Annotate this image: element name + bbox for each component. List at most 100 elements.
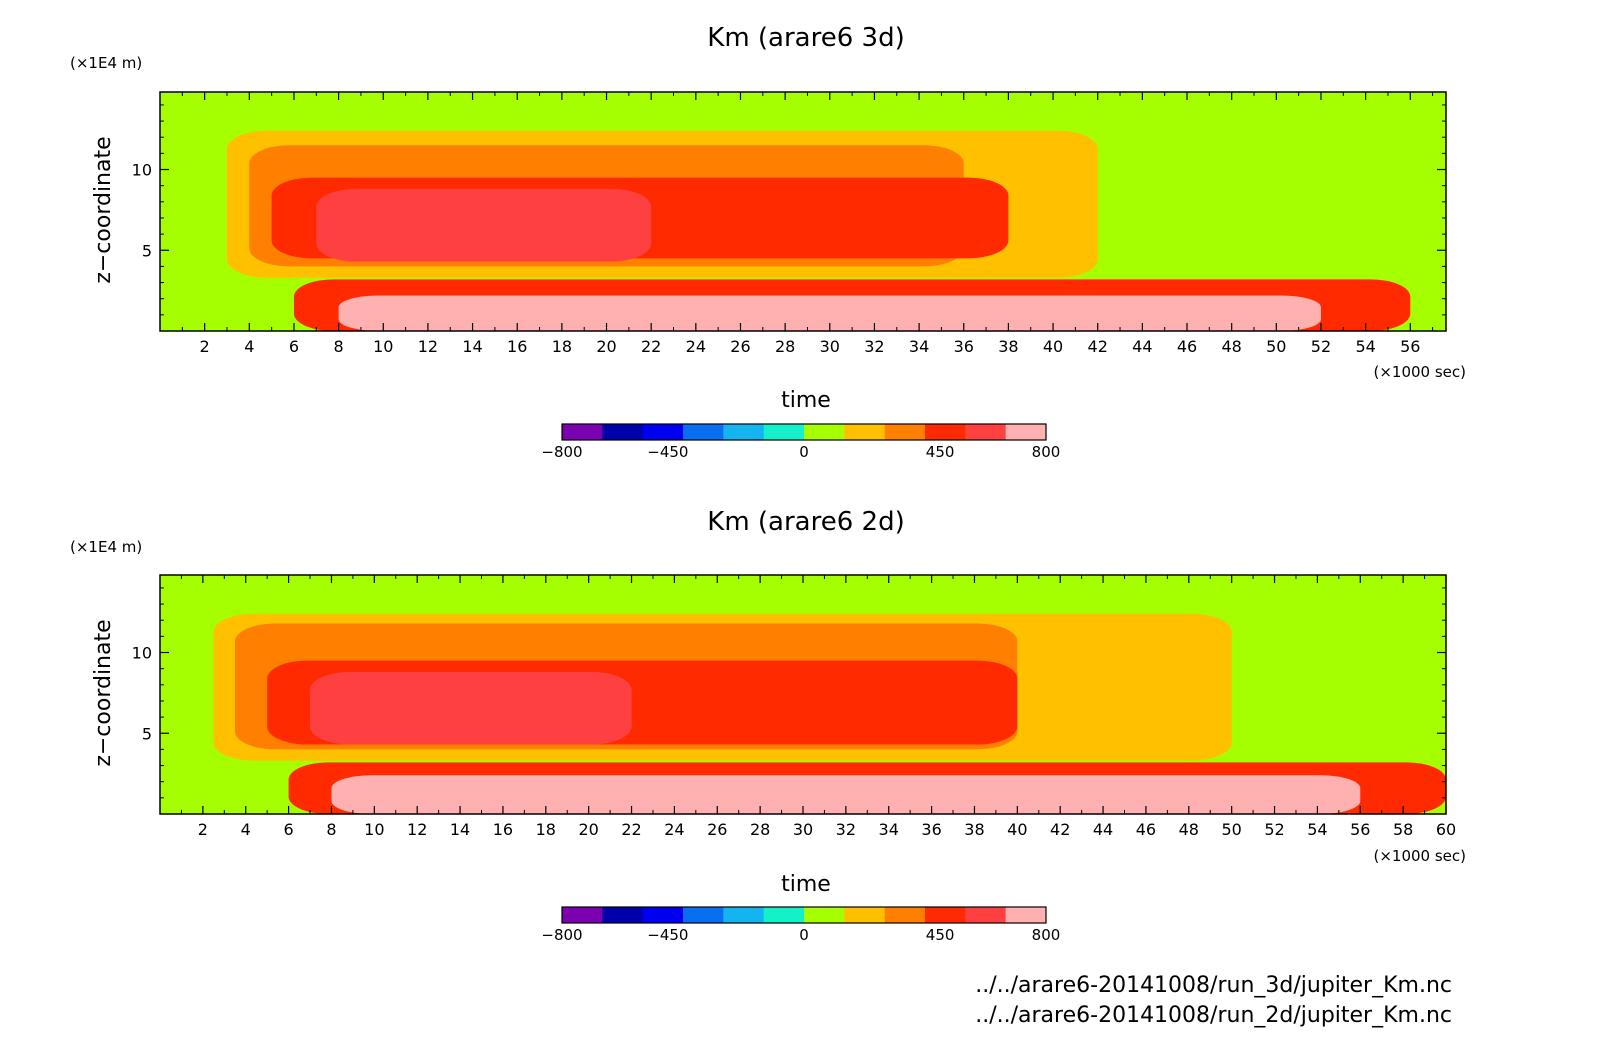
x-unit-label-2d: (×1000 sec)	[1373, 847, 1466, 865]
colorbar-label: 450	[926, 926, 955, 944]
contour-region-3	[310, 671, 632, 745]
x-tick-label: 20	[578, 820, 598, 839]
colorbar-swatch	[884, 424, 926, 440]
y-tick-label: 5	[142, 241, 152, 260]
x-tick-label: 30	[820, 337, 840, 356]
chart-title-2d: Km (arare6 2d)	[707, 507, 904, 537]
x-tick-label: 4	[244, 337, 254, 356]
x-tick-label: 10	[364, 820, 384, 839]
x-tick-label: 36	[954, 337, 974, 356]
colorbar-swatch	[965, 424, 1007, 440]
y-tick-label: 10	[132, 644, 152, 663]
x-tick-label: 60	[1436, 820, 1456, 839]
x-tick-label: 22	[641, 337, 661, 356]
x-tick-label: 8	[326, 820, 336, 839]
x-tick-label: 44	[1093, 820, 1113, 839]
panel-2d: Km (arare6 2d) (×1E4 m) 2 4 6 8 10 12 14 16 18 20…	[70, 507, 1466, 944]
x-tick-label: 22	[621, 820, 641, 839]
panel-3d: Km (arare6 3d) (×1E4 m) 2 4 6 8 10 12 14 16 18 20…	[70, 23, 1466, 461]
x-tick-label: 28	[775, 337, 795, 356]
x-tick-label: 26	[707, 820, 727, 839]
colorbar-3d: −800 −450 0 450 800	[541, 423, 1061, 461]
x-tick-label: 50	[1266, 337, 1286, 356]
colorbar-frame	[561, 423, 1047, 441]
x-tick-label: 4	[241, 820, 251, 839]
x-tick-label: 18	[552, 337, 572, 356]
x-tick-label: 56	[1400, 337, 1420, 356]
x-tick-label: 16	[507, 337, 527, 356]
colorbar-swatch	[642, 907, 684, 923]
x-tick-label: 54	[1307, 820, 1327, 839]
colorbar-swatch	[723, 907, 765, 923]
x-tick-label: 32	[864, 337, 884, 356]
colorbar-swatch	[683, 907, 724, 923]
x-tick-label: 40	[1007, 820, 1027, 839]
x-tick-label: 44	[1132, 337, 1152, 356]
colorbar-swatch	[1005, 907, 1047, 923]
footer-file-2d: ../../arare6-20141008/run_2d/jupiter_Km.…	[975, 1003, 1452, 1028]
x-tick-label: 34	[909, 337, 929, 356]
plot-area-2d: 2 4 6 8 10 12 14 16 18 20 22 24 26 28 30 32 34 36 38 40 42 44…	[132, 574, 1456, 839]
x-tick-label: 20	[596, 337, 616, 356]
x-tick-label: 38	[998, 337, 1018, 356]
colorbar-swatch	[804, 907, 845, 923]
x-unit-label-3d: (×1000 sec)	[1373, 363, 1466, 381]
y-unit-label-3d: (×1E4 m)	[70, 54, 142, 72]
x-tick-label: 14	[450, 820, 470, 839]
colorbar-swatch	[1005, 424, 1047, 440]
x-tick-label: 6	[289, 337, 299, 356]
colorbar-swatch	[884, 907, 926, 923]
colorbar-swatch	[642, 424, 684, 440]
colorbar-label: −450	[647, 443, 688, 461]
x-tick-label: 40	[1043, 337, 1063, 356]
x-tick-label: 48	[1221, 337, 1241, 356]
x-tick-label: 24	[664, 820, 684, 839]
x-axis-label-2d: time	[781, 872, 831, 897]
colorbar-swatch	[804, 424, 845, 440]
y-axis-label-2d: z−coordinate	[91, 619, 116, 766]
x-tick-label: 24	[686, 337, 706, 356]
plot-area-3d: 2 4 6 8 10 12 14 16 18 20 22 24 26 28 30 32 34 36 38 40 42 44…	[132, 91, 1447, 356]
colorbar-swatch	[562, 907, 603, 923]
contour-region-5	[338, 295, 1321, 331]
x-tick-label: 2	[200, 337, 210, 356]
colorbar-label: −800	[541, 443, 582, 461]
y-tick-label: 10	[132, 161, 152, 180]
x-tick-label: 2	[198, 820, 208, 839]
colorbar-swatch	[925, 907, 966, 923]
footer-file-3d: ../../arare6-20141008/run_3d/jupiter_Km.…	[975, 973, 1452, 998]
x-tick-label: 52	[1311, 337, 1331, 356]
y-tick-label: 5	[142, 724, 152, 743]
x-tick-label: 12	[407, 820, 427, 839]
x-tick-label: 30	[793, 820, 813, 839]
colorbar-label: 800	[1032, 926, 1061, 944]
x-tick-label: 8	[334, 337, 344, 356]
x-tick-label: 56	[1350, 820, 1370, 839]
x-tick-label: 46	[1136, 820, 1156, 839]
colorbar-label: −450	[647, 926, 688, 944]
x-tick-label: 10	[373, 337, 393, 356]
x-tick-label: 26	[730, 337, 750, 356]
x-tick-label: 6	[284, 820, 294, 839]
colorbar-label: 450	[926, 443, 955, 461]
colorbar-label: 0	[799, 926, 809, 944]
contour-region-3	[316, 188, 652, 262]
colorbar-swatch	[844, 907, 886, 923]
x-axis-label-3d: time	[781, 388, 831, 413]
colorbar-swatch	[965, 907, 1007, 923]
x-tick-label: 34	[879, 820, 899, 839]
colorbar-swatch	[763, 907, 805, 923]
colorbar-swatch	[844, 424, 886, 440]
colorbar-swatch	[723, 424, 765, 440]
x-tick-label: 12	[418, 337, 438, 356]
x-tick-label: 46	[1177, 337, 1197, 356]
x-tick-label: 16	[493, 820, 513, 839]
colorbar-label: 800	[1032, 443, 1061, 461]
colorbar-label: 0	[799, 443, 809, 461]
x-tick-label: 52	[1264, 820, 1284, 839]
x-tick-label: 36	[921, 820, 941, 839]
x-tick-label: 50	[1221, 820, 1241, 839]
y-axis-label-3d: z−coordinate	[91, 136, 116, 283]
colorbar-frame	[561, 906, 1047, 924]
